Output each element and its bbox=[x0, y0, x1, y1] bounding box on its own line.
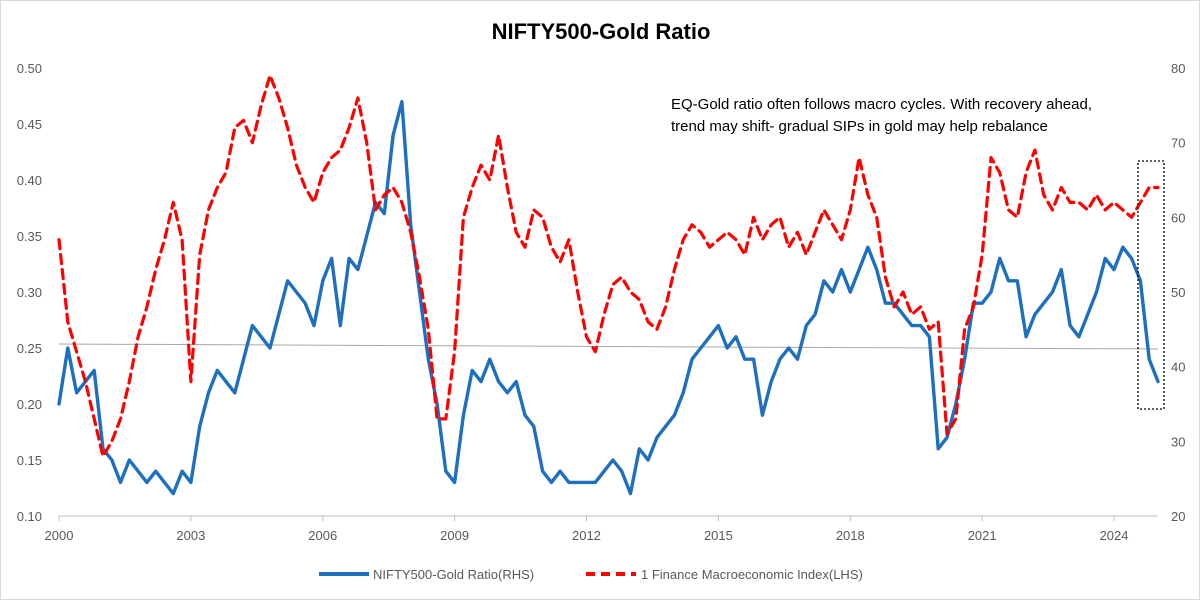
y-right-tick-label: 50 bbox=[1171, 285, 1185, 300]
y-left-tick-label: 0.45 bbox=[17, 117, 42, 132]
y-left-tick-label: 0.50 bbox=[17, 61, 42, 76]
y-left-tick-label: 0.40 bbox=[17, 173, 42, 188]
series-line-macro-index bbox=[57, 73, 1160, 458]
legend: NIFTY500-Gold Ratio(RHS) 1 Finance Macro… bbox=[319, 567, 863, 582]
x-tick-label: 2000 bbox=[45, 528, 74, 543]
x-tick-label: 2024 bbox=[1100, 528, 1129, 543]
x-tick-label: 2018 bbox=[836, 528, 865, 543]
y-left-tick-label: 0.25 bbox=[17, 341, 42, 356]
legend-label-macro-index: 1 Finance Macroeconomic Index(LHS) bbox=[641, 567, 863, 582]
x-tick-label: 2009 bbox=[440, 528, 469, 543]
x-tick-label: 2012 bbox=[572, 528, 601, 543]
y-left-tick-label: 0.20 bbox=[17, 397, 42, 412]
x-tick-label: 2003 bbox=[176, 528, 205, 543]
y-left-tick-label: 0.30 bbox=[17, 285, 42, 300]
y-right-tick-label: 20 bbox=[1171, 509, 1185, 524]
trend-line bbox=[58, 343, 1159, 350]
chart-title: NIFTY500-Gold Ratio bbox=[492, 19, 711, 44]
y-right-tick-label: 60 bbox=[1171, 210, 1185, 225]
x-tick-label: 2021 bbox=[968, 528, 997, 543]
y-right-tick-label: 30 bbox=[1171, 434, 1185, 449]
axes: 2000 2003 2006 2009 2012 2015 2018 2021 2024 0.10… bbox=[17, 61, 1186, 543]
y-right-tick-label: 40 bbox=[1171, 360, 1185, 375]
y-left-tick-label: 0.35 bbox=[17, 229, 42, 244]
annotation-line-1: EQ-Gold ratio often follows macro cycles… bbox=[671, 96, 1092, 113]
plot-area bbox=[57, 73, 1160, 496]
annotation-line-2: trend may shift- gradual SIPs in gold ma… bbox=[671, 118, 1048, 135]
y-right-tick-label: 70 bbox=[1171, 136, 1185, 151]
y-left-tick-label: 0.15 bbox=[17, 453, 42, 468]
x-tick-label: 2006 bbox=[308, 528, 337, 543]
legend-label-nifty-gold: NIFTY500-Gold Ratio(RHS) bbox=[373, 567, 534, 582]
y-right-tick-label: 80 bbox=[1171, 61, 1185, 76]
x-tick-label: 2015 bbox=[704, 528, 733, 543]
highlight-box bbox=[1137, 160, 1165, 410]
y-left-tick-label: 0.10 bbox=[17, 509, 42, 524]
